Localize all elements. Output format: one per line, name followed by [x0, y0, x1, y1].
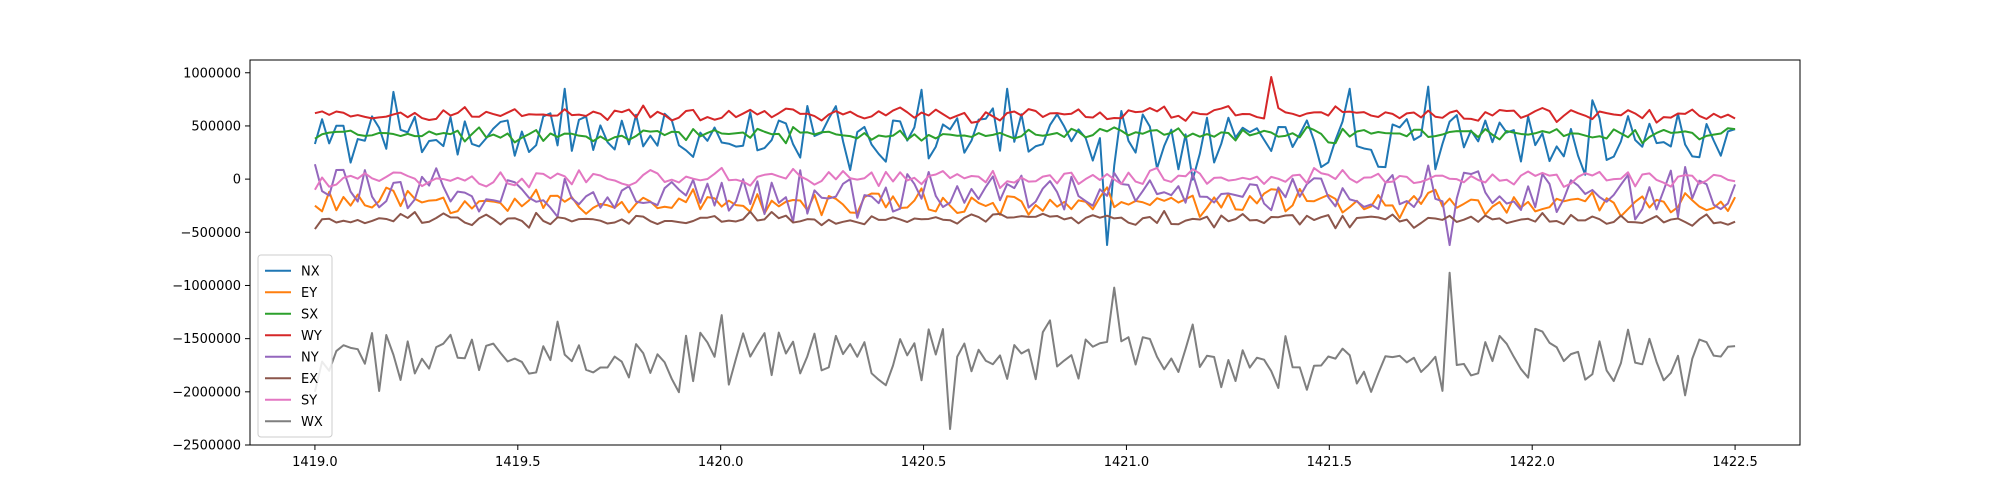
x-tick-label: 1420.5 — [901, 455, 947, 470]
legend-label-ny: NY — [301, 350, 319, 365]
plot-background — [250, 60, 1800, 445]
y-tick-label: −1000000 — [172, 279, 241, 294]
x-tick-label: 1419.0 — [292, 455, 338, 470]
plot-frame — [249, 59, 1801, 446]
legend-label-nx: NX — [301, 264, 320, 279]
legend-label-ey: EY — [301, 286, 317, 301]
series-line-wx — [313, 271, 1736, 431]
series-line-wy — [314, 76, 1736, 124]
y-tick-label: −500000 — [180, 226, 241, 241]
x-tick-label: 1422.0 — [1509, 455, 1555, 470]
x-tick-label: 1420.0 — [698, 455, 744, 470]
x-axis: 1419.0 1419.5 1420.0 1420.5 1421.0 1421.5 1422… — [292, 445, 1758, 470]
y-axis: 1000000 500000 0 −500000 −1000000 −1500000 −20… — [172, 66, 250, 454]
y-tick-label: −1500000 — [172, 332, 241, 347]
x-tick-label: 1422.5 — [1712, 455, 1758, 470]
series-line-sy — [314, 166, 1736, 191]
legend: NX EY SX WY NY EX SY WX — [257, 254, 333, 438]
series-line-ex — [314, 209, 1736, 230]
legend-label-sy: SY — [301, 393, 317, 408]
y-tick-label: 500000 — [191, 119, 241, 134]
y-tick-label: 1000000 — [183, 66, 241, 81]
legend-box — [257, 254, 333, 438]
series-line-ey — [314, 186, 1736, 220]
series-layer — [313, 76, 1737, 431]
legend-label-ex: EX — [301, 372, 318, 387]
x-tick-label: 1421.5 — [1307, 455, 1353, 470]
series-line-sx — [314, 125, 1736, 145]
legend-label-wy: WY — [301, 329, 322, 344]
x-tick-label: 1421.0 — [1104, 455, 1150, 470]
legend-label-sx: SX — [301, 307, 318, 322]
y-tick-label: 0 — [233, 173, 241, 188]
legend-label-wx: WX — [301, 415, 323, 430]
y-tick-label: −2000000 — [172, 385, 241, 400]
series-line-ny — [313, 163, 1737, 247]
y-tick-label: −2500000 — [172, 439, 241, 454]
x-tick-label: 1419.5 — [495, 455, 541, 470]
